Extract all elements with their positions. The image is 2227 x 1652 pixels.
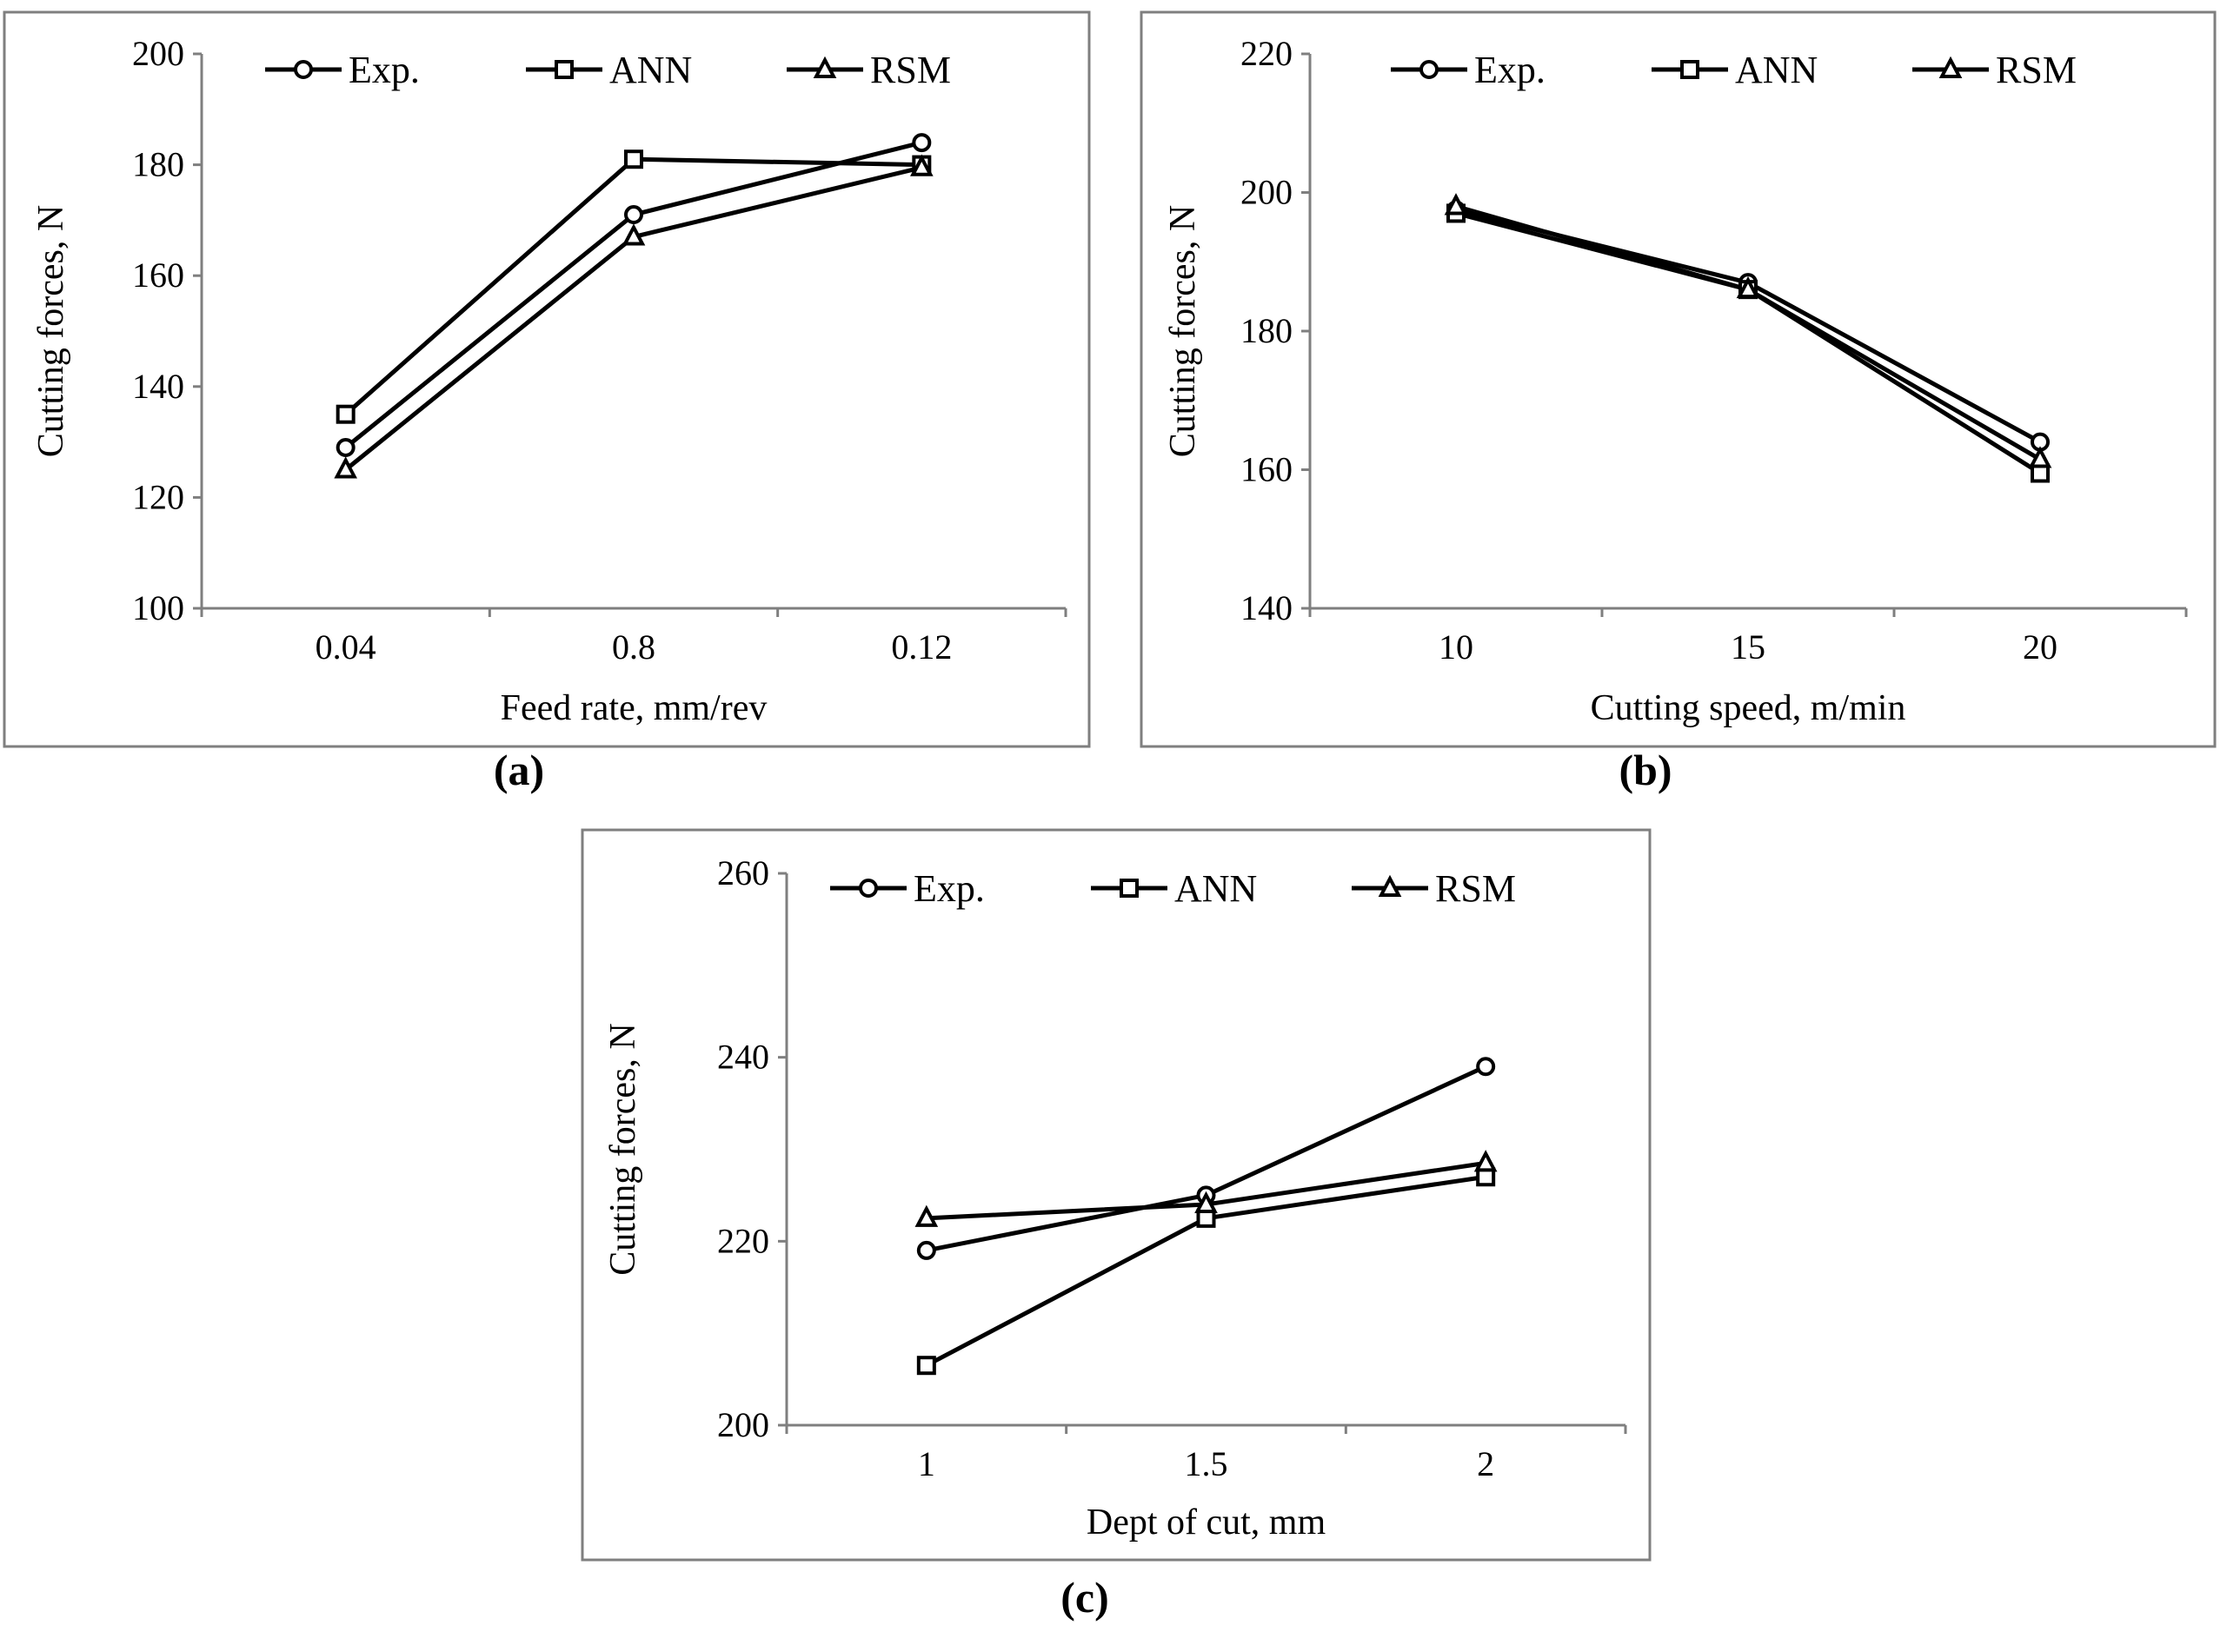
chart-0: 100 120 140 160 180 200 0.04 0.8 0.12 Feed rate, … (3, 10, 1091, 794)
panel-caption: (c) (1060, 1573, 1109, 1622)
legend-label: ANN (1174, 867, 1257, 910)
legend-label: RSM (870, 49, 951, 91)
series-line-triangle (1455, 204, 2042, 461)
y-tick-label: 200 (1240, 173, 1293, 212)
x-tick-label: 15 (1731, 627, 1765, 667)
y-tick-label: 180 (132, 145, 184, 184)
legend-label: Exp. (1474, 49, 1546, 91)
data-point-triangle (334, 456, 357, 479)
legend-label: RSM (1435, 867, 1516, 910)
legend-marker-circle (1419, 60, 1439, 79)
y-axis-label: Cutting forces, N (1163, 205, 1203, 457)
x-tick-label: 10 (1439, 627, 1473, 667)
chart-frame (581, 828, 1652, 1562)
legend-label: Exp. (349, 49, 420, 91)
y-axis-label: Cutting forces, N (603, 1023, 643, 1275)
x-tick-label: 2 (1477, 1444, 1494, 1483)
y-tick-label: 240 (717, 1038, 769, 1077)
data-point-triangle (2028, 446, 2052, 468)
y-tick-label: 140 (132, 367, 184, 406)
y-tick-label: 220 (717, 1221, 769, 1260)
data-point-circle (912, 133, 932, 153)
data-point-square (336, 404, 356, 424)
data-point-circle (1476, 1057, 1496, 1077)
chart-1: 140 160 180 200 220 10 15 20 Cutting speed, m/mi… (1140, 10, 2217, 794)
legend-marker-triangle (813, 56, 837, 78)
legend-marker-square (555, 60, 574, 79)
data-point-square (916, 1356, 936, 1376)
data-point-circle (336, 437, 356, 457)
data-point-square (624, 149, 643, 169)
x-axis-label: Cutting speed, m/min (1591, 688, 1906, 728)
legend-label: Exp. (914, 867, 985, 910)
data-point-triangle (622, 223, 646, 246)
y-tick-label: 100 (132, 588, 184, 627)
chart-frame (3, 10, 1091, 748)
y-tick-label: 200 (717, 1405, 769, 1444)
legend-label: ANN (609, 49, 692, 91)
legend-marker-square (1120, 879, 1139, 898)
x-tick-label: 20 (2023, 627, 2057, 667)
legend-marker-square (1680, 60, 1699, 79)
chart-frame (1140, 10, 2217, 748)
chart-2: 200 220 240 260 1 1.5 2 Dept of cut, mm Cutting … (581, 828, 1652, 1622)
y-tick-label: 200 (132, 34, 184, 73)
data-point-triangle (914, 1204, 939, 1227)
x-tick-label: 0.12 (891, 627, 952, 667)
data-point-triangle (1194, 1191, 1218, 1213)
legend-label: ANN (1735, 49, 1818, 91)
legend-marker-triangle (1938, 56, 1963, 78)
y-tick-label: 140 (1240, 588, 1293, 627)
data-point-triangle (910, 154, 934, 176)
y-tick-label: 160 (1240, 450, 1293, 489)
series-line-square (1455, 211, 2042, 475)
legend-marker-circle (294, 60, 313, 79)
data-point-triangle (1473, 1150, 1498, 1172)
y-axis-label: Cutting forces, N (31, 205, 71, 457)
x-axis-label: Dept of cut, mm (1087, 1503, 1326, 1543)
y-tick-label: 120 (132, 477, 184, 516)
data-point-triangle (1736, 275, 1760, 299)
legend-label: RSM (1996, 49, 2077, 91)
data-point-triangle (1444, 193, 1468, 216)
panel-caption: (a) (494, 746, 544, 794)
x-tick-label: 1.5 (1185, 1444, 1228, 1483)
data-point-circle (624, 205, 643, 225)
y-tick-label: 260 (717, 853, 769, 892)
panel-caption: (b) (1619, 746, 1672, 794)
legend-marker-circle (859, 879, 878, 898)
y-tick-label: 180 (1240, 311, 1293, 350)
x-axis-label: Feed rate, mm/rev (501, 688, 768, 728)
data-point-circle (916, 1240, 936, 1260)
legend-marker-triangle (1378, 874, 1402, 897)
x-tick-label: 0.04 (316, 627, 376, 667)
y-tick-label: 160 (132, 255, 184, 295)
x-tick-label: 0.8 (612, 627, 655, 667)
y-tick-label: 220 (1240, 34, 1293, 73)
x-tick-label: 1 (918, 1444, 935, 1483)
